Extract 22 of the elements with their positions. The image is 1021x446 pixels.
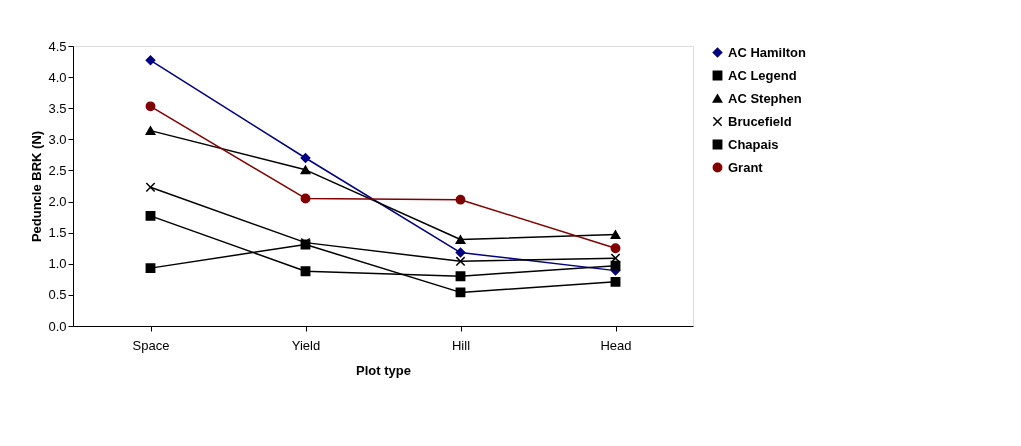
x-tick-label: Space <box>132 337 170 353</box>
x-tick-label: Head <box>600 337 632 353</box>
y-tick-label: 1.0 <box>48 256 67 272</box>
y-tick-label: 4.5 <box>48 38 67 54</box>
y-tick-label: 0.5 <box>48 287 67 303</box>
legend-label: Grant <box>728 159 764 175</box>
x-tick-label: Yield <box>291 337 321 353</box>
x-axis-title: Plot type <box>356 362 411 378</box>
y-tick-label: 3.0 <box>48 131 67 147</box>
legend-label: AC Hamilton <box>728 44 807 60</box>
legend-label: Brucefield <box>728 113 792 129</box>
y-tick-label: 4.0 <box>48 69 67 85</box>
y-tick-label: 2.0 <box>48 194 67 210</box>
y-tick-label: 1.5 <box>48 225 67 241</box>
y-tick-label: 0.0 <box>48 318 67 334</box>
y-axis-title: Peduncle BRK (N) <box>29 130 45 243</box>
x-tick-label: Hill <box>451 337 471 353</box>
legend-label: AC Legend <box>728 67 797 83</box>
legend-label: Chapais <box>728 136 779 152</box>
legend-label: AC Stephen <box>728 90 802 106</box>
y-tick-label: 2.5 <box>48 162 67 178</box>
y-tick-label: 3.5 <box>48 100 67 116</box>
